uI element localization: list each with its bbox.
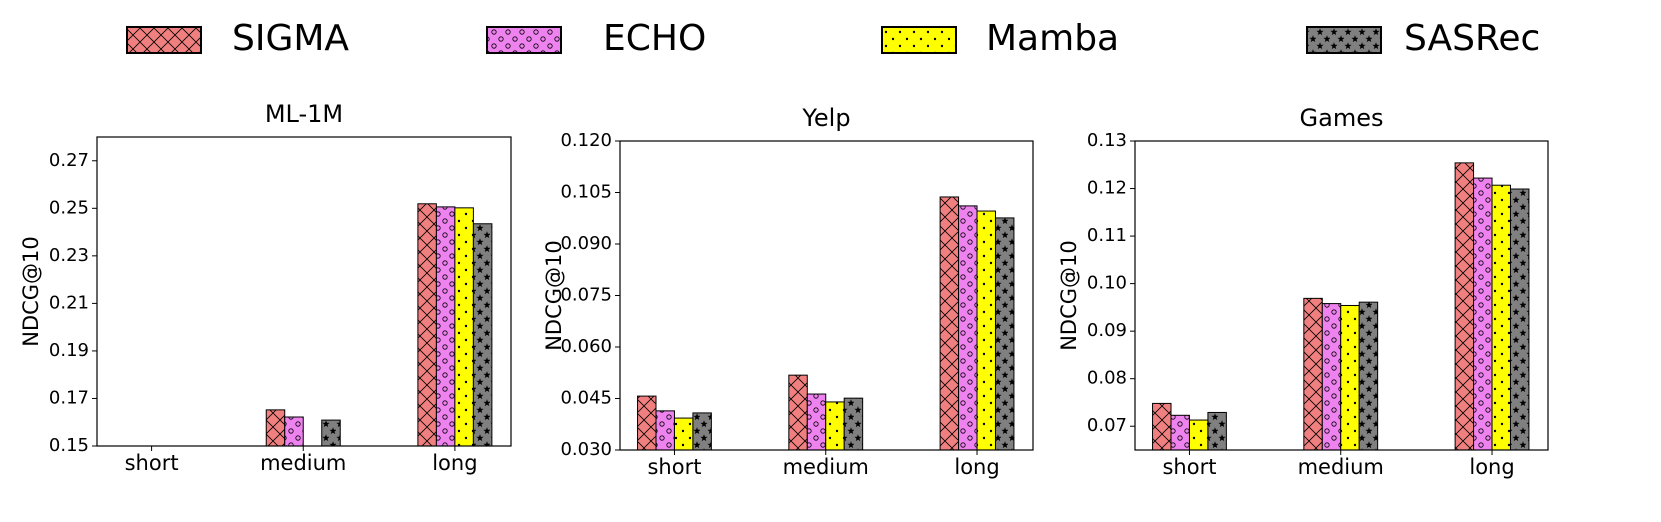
- legend-label: SIGMA: [232, 18, 349, 59]
- legend-label: SASRec: [1404, 18, 1540, 59]
- y-axis-label: NDCG@10: [542, 240, 566, 351]
- bar: [472, 223, 493, 447]
- x-tick-label: medium: [783, 455, 869, 479]
- y-tick-label: 0.25: [49, 197, 89, 218]
- bar: [265, 409, 286, 447]
- bar: [994, 217, 1015, 451]
- bar: [435, 206, 456, 447]
- bar: [454, 207, 474, 447]
- y-tick-label: 0.21: [49, 292, 89, 313]
- y-tick-label: 0.12: [1087, 178, 1127, 199]
- bar: [1454, 162, 1475, 451]
- bar: [958, 205, 978, 451]
- legend-swatch: [486, 26, 562, 54]
- bar: [417, 203, 437, 447]
- axes-frame: [1134, 140, 1549, 451]
- y-tick-label: 0.060: [560, 336, 612, 357]
- bar: [843, 397, 864, 451]
- bar: [1473, 177, 1493, 451]
- bar: [806, 393, 827, 451]
- x-tick-label: medium: [260, 451, 346, 475]
- x-tick-label: long: [432, 451, 477, 475]
- y-tick-label: 0.17: [49, 387, 89, 408]
- bar: [939, 196, 960, 451]
- y-tick-label: 0.10: [1087, 273, 1127, 294]
- chart-title: ML-1M: [265, 100, 343, 128]
- bar: [976, 210, 996, 451]
- bar: [1152, 402, 1172, 451]
- y-tick-label: 0.07: [1087, 415, 1127, 436]
- bar: [1340, 304, 1360, 451]
- bar: [655, 410, 675, 451]
- y-tick-label: 0.045: [560, 388, 612, 409]
- y-tick-label: 0.105: [560, 182, 612, 203]
- y-tick-label: 0.15: [49, 435, 89, 456]
- y-tick-label: 0.23: [49, 245, 89, 266]
- y-tick-label: 0.19: [49, 340, 89, 361]
- y-tick-label: 0.120: [560, 130, 612, 151]
- x-tick-label: long: [1469, 455, 1514, 479]
- bar: [637, 395, 657, 451]
- bar: [1207, 411, 1227, 451]
- bar: [1170, 414, 1190, 451]
- bar: [284, 416, 304, 447]
- axes-frame: [96, 136, 512, 447]
- bar: [692, 412, 712, 451]
- y-tick-label: 0.075: [560, 285, 612, 306]
- legend-swatch: [1306, 26, 1382, 54]
- bar: [788, 374, 808, 451]
- legend-swatch: [126, 26, 202, 54]
- x-tick-label: short: [1162, 455, 1216, 479]
- y-tick-label: 0.030: [560, 439, 612, 460]
- bar: [1303, 297, 1323, 451]
- bar: [673, 417, 694, 451]
- bar: [1358, 301, 1379, 451]
- legend-swatch: [881, 26, 957, 54]
- chart-title: Games: [1300, 104, 1384, 132]
- bar: [825, 401, 845, 451]
- x-tick-label: long: [954, 455, 999, 479]
- y-axis-label: NDCG@10: [1057, 240, 1081, 351]
- x-tick-label: short: [647, 455, 701, 479]
- y-tick-label: 0.08: [1087, 368, 1127, 389]
- bar: [1491, 184, 1511, 451]
- x-tick-label: medium: [1298, 455, 1384, 479]
- y-tick-label: 0.27: [49, 150, 89, 171]
- x-tick-label: short: [125, 451, 179, 475]
- y-tick-label: 0.090: [560, 233, 612, 254]
- y-axis-label: NDCG@10: [19, 236, 43, 347]
- bar: [1321, 303, 1342, 451]
- bar: [1188, 419, 1209, 451]
- legend-label: Mamba: [986, 18, 1119, 59]
- axes-frame: [619, 140, 1034, 451]
- bar: [321, 419, 341, 447]
- y-tick-label: 0.09: [1087, 320, 1127, 341]
- y-tick-label: 0.13: [1087, 130, 1127, 151]
- y-tick-label: 0.11: [1087, 225, 1127, 246]
- legend-label: ECHO: [603, 18, 706, 59]
- chart-title: Yelp: [801, 104, 850, 132]
- bar: [1509, 188, 1530, 451]
